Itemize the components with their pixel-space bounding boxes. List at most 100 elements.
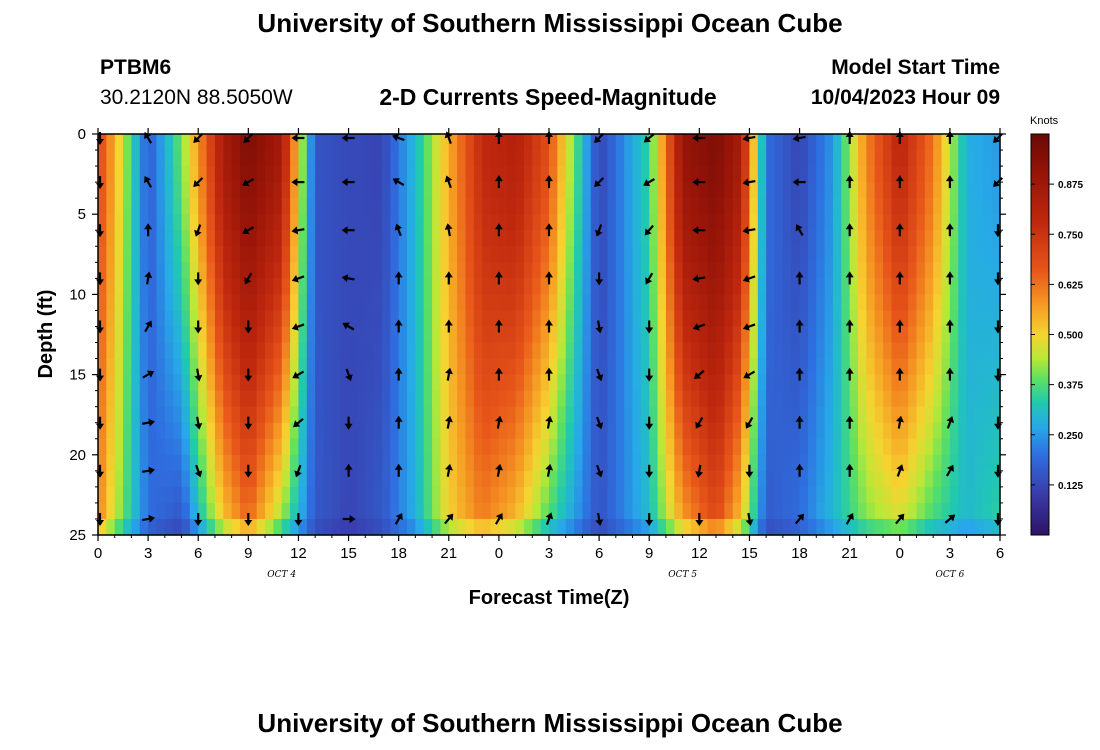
heat-cell [448, 454, 458, 472]
heat-cell [256, 278, 266, 295]
x-tick-label: 6 [996, 545, 1004, 562]
heat-cell [899, 134, 909, 151]
heat-cell [615, 470, 625, 488]
heat-cell [340, 214, 350, 231]
heat-cell [515, 390, 525, 408]
heat-cell [532, 374, 542, 392]
heat-cell [791, 454, 801, 472]
heat-cell [991, 278, 1001, 295]
heat-cell [883, 470, 893, 488]
heat-cell [273, 438, 283, 456]
heat-cell [749, 150, 759, 167]
heat-cell [331, 358, 341, 376]
heat-cell [373, 518, 383, 536]
heat-cell [540, 486, 550, 504]
heat-cell [306, 262, 316, 279]
heat-cell [782, 310, 792, 328]
current-arrow [144, 271, 153, 285]
heat-cell [874, 358, 884, 376]
heat-cell [323, 166, 333, 183]
heat-cell [106, 262, 116, 279]
heat-cell [273, 326, 283, 344]
heat-cell [690, 326, 700, 344]
current-arrow [194, 272, 203, 286]
heat-cell [941, 374, 951, 392]
heat-cell [123, 294, 133, 312]
heat-cell [974, 326, 984, 344]
heat-cell [916, 230, 926, 247]
heat-cell [298, 326, 308, 344]
heat-cell [356, 150, 366, 167]
heat-cell [966, 518, 976, 536]
heat-cell [490, 406, 500, 424]
heat-cell [682, 390, 692, 408]
heat-cell [699, 342, 709, 360]
heat-cell [849, 262, 859, 279]
heat-cell [974, 486, 984, 504]
heat-cell [766, 150, 776, 167]
heat-cell [816, 230, 826, 247]
heat-cell [498, 278, 508, 295]
heat-cell [181, 262, 191, 279]
heat-cell [415, 294, 425, 312]
heat-cell [248, 486, 258, 504]
heat-cell [757, 278, 767, 295]
heat-cell [164, 278, 174, 295]
heat-cell [423, 502, 433, 520]
heat-cell [657, 502, 667, 520]
heat-cell [356, 214, 366, 231]
heat-cell [991, 486, 1001, 504]
heat-cell [707, 502, 717, 520]
heat-cell [457, 518, 467, 536]
heat-cell [523, 150, 533, 167]
heat-cell [849, 198, 859, 215]
heat-cell [265, 438, 274, 456]
heat-cell [248, 470, 258, 488]
heat-cell [824, 454, 834, 472]
current-arrow [193, 132, 204, 143]
heat-cell [381, 342, 391, 360]
heat-cell [590, 246, 600, 263]
heat-cell [599, 438, 609, 456]
current-arrow [845, 367, 854, 381]
heat-cell [498, 342, 508, 360]
heat-cell [924, 422, 934, 440]
heat-cell [273, 470, 283, 488]
heat-cell [824, 358, 834, 376]
heat-cell [991, 422, 1001, 440]
heat-cell [189, 406, 199, 424]
heat-cell [649, 422, 659, 440]
heat-cell [123, 470, 133, 488]
heat-cell [156, 470, 166, 488]
heat-cell [841, 454, 851, 472]
heat-cell [523, 406, 533, 424]
heat-cell [356, 246, 366, 263]
heat-cell [181, 470, 191, 488]
current-arrow [291, 134, 305, 142]
heat-cell [198, 486, 208, 504]
heat-cell [732, 390, 742, 408]
heat-cell [223, 198, 233, 215]
heat-cell [607, 246, 617, 263]
heat-cell [657, 438, 667, 456]
heat-cell [148, 454, 158, 472]
x-tick-label: 3 [144, 545, 152, 562]
heat-cell [114, 230, 124, 247]
heat-cell [214, 470, 224, 488]
heat-cell [281, 342, 291, 360]
heat-cell [724, 374, 734, 392]
heat-cell [883, 310, 893, 328]
heat-cell [682, 262, 692, 279]
heat-cell [958, 438, 968, 456]
heat-cell [407, 246, 416, 263]
heat-cell [298, 278, 308, 295]
current-arrow [895, 513, 905, 525]
heat-cell [883, 262, 893, 279]
heat-cell [490, 214, 500, 231]
heat-cell [866, 246, 876, 263]
heat-cell [114, 390, 124, 408]
heat-cell [908, 326, 918, 344]
heat-cell [373, 182, 383, 199]
heat-cell [782, 486, 792, 504]
heat-cell [883, 486, 893, 504]
